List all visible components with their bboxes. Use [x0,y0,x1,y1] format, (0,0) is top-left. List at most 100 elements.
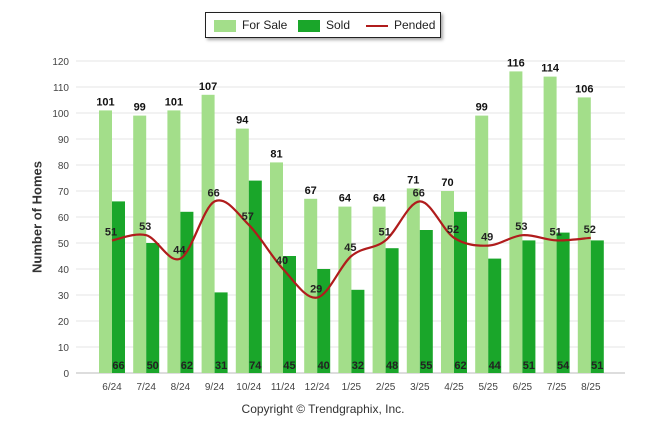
bar-sold [146,243,160,373]
for-sale-data-label: 116 [507,57,525,69]
bar-sold [180,211,194,373]
bar-for-sale [509,71,523,374]
sold-data-label: 62 [181,360,193,372]
pended-data-label: 51 [105,226,117,238]
sold-data-label: 74 [249,360,262,372]
sold-data-label: 45 [283,360,295,372]
x-tick-label: 7/25 [547,382,567,393]
sold-data-label: 51 [591,360,603,372]
bar-for-sale [270,162,283,373]
x-tick-label: 10/24 [236,382,261,393]
legend-for-sale-label: For Sale [242,18,288,32]
for-sale-data-label: 94 [236,115,249,127]
y-tick-label: 80 [58,161,70,172]
y-axis-label: Number of Homes [29,161,45,273]
bar-for-sale [167,110,181,374]
sold-data-label: 62 [454,360,466,372]
pended-data-label: 66 [413,187,425,199]
pended-data-label: 45 [344,242,356,254]
bar-sold [283,256,296,373]
bar-sold [522,240,536,373]
pended-data-label: 52 [584,224,596,236]
for-sale-data-label: 99 [476,102,488,114]
y-tick-label: 70 [58,187,70,198]
x-tick-label: 9/24 [205,382,225,393]
pended-data-label: 51 [378,226,390,238]
legend-sold-swatch [298,20,320,32]
x-tick-label: 2/25 [376,382,396,393]
y-tick-label: 20 [58,317,70,328]
for-sale-data-label: 99 [134,102,146,114]
sold-data-label: 31 [215,360,227,372]
bar-for-sale [304,198,318,373]
for-sale-data-label: 64 [373,193,386,205]
x-tick-label: 8/24 [171,382,191,393]
x-tick-label: 11/24 [271,382,296,393]
bar-sold [419,230,433,373]
sold-data-label: 32 [352,360,364,372]
for-sale-data-label: 107 [199,81,217,93]
sold-data-label: 48 [386,360,398,372]
legend: For Sale Sold Pended [205,12,441,38]
bar-for-sale [133,115,147,373]
pended-data-label: 57 [242,211,254,223]
bar-for-sale [475,115,489,373]
y-tick-label: 40 [58,265,70,276]
x-tick-label: 12/24 [305,382,330,393]
bar-for-sale [372,206,386,373]
pended-data-label: 40 [276,255,288,267]
bar-for-sale [441,191,454,373]
pended-data-label: 52 [447,224,459,236]
sold-data-label: 40 [318,360,330,372]
for-sale-data-label: 101 [165,96,183,108]
for-sale-data-label: 101 [96,96,114,108]
pended-data-label: 53 [139,221,151,233]
y-tick-label: 100 [52,109,69,120]
x-tick-label: 8/25 [581,382,601,393]
bar-sold [248,180,262,373]
copyright-text: Copyright © Trendgraphix, Inc. [241,402,405,416]
y-tick-label: 10 [58,343,70,354]
y-tick-label: 120 [52,57,69,68]
y-tick-label: 60 [58,213,70,224]
x-tick-label: 4/25 [444,382,464,393]
for-sale-data-label: 67 [305,185,317,197]
for-sale-data-label: 70 [441,177,453,189]
bar-for-sale [99,110,112,374]
pended-line [111,199,591,299]
y-tick-label: 90 [58,135,70,146]
x-tick-label: 7/24 [136,382,156,393]
y-tick-label: 30 [58,291,70,302]
sold-data-label: 44 [489,360,502,372]
bar-for-sale [235,128,249,373]
x-tick-label: 5/25 [478,382,498,393]
bar-for-sale [406,188,420,373]
bar-sold [214,292,228,373]
sold-data-label: 51 [523,360,535,372]
pended-data-label: 51 [549,226,561,238]
bar-for-sale [338,206,352,373]
x-tick-label: 1/25 [342,382,362,393]
for-sale-data-label: 106 [575,83,593,95]
bar-sold [351,289,365,373]
x-tick-label: 6/24 [102,382,122,393]
y-tick-label: 50 [58,239,70,250]
pended-data-label: 53 [515,221,527,233]
bar-for-sale [201,94,215,374]
for-sale-data-label: 64 [339,193,352,205]
for-sale-data-label: 71 [407,174,419,186]
sold-data-label: 54 [557,360,570,372]
x-tick-label: 3/25 [410,382,430,393]
bar-sold [385,248,399,373]
pended-data-label: 49 [481,232,493,244]
bar-sold [590,240,604,373]
bar-sold [112,201,125,373]
sold-data-label: 55 [420,360,432,372]
y-tick-label: 110 [53,83,69,94]
sold-data-label: 66 [112,360,124,372]
legend-sold-label: Sold [326,18,351,32]
x-tick-label: 6/25 [513,382,533,393]
sold-data-label: 50 [147,360,159,372]
y-tick-label: 0 [63,369,69,380]
